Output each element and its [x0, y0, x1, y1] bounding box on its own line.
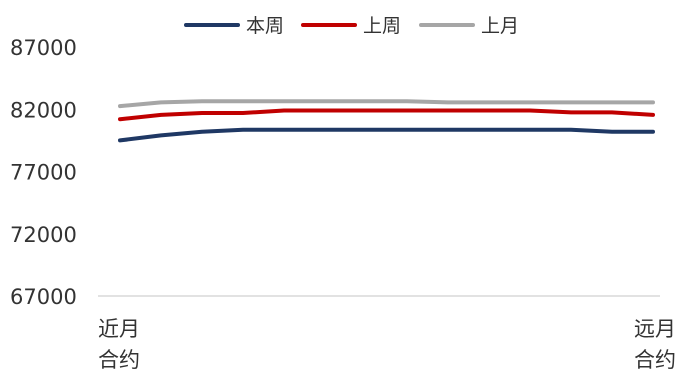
x-tick-label: 合约	[634, 348, 676, 372]
y-tick-label: 77000	[10, 161, 77, 185]
x-tick-label: 远月	[634, 317, 676, 341]
legend: 本周 上周 上月	[184, 15, 519, 37]
series-line-3	[118, 99, 655, 109]
y-tick-label: 82000	[10, 98, 77, 122]
x-tick-label: 近月	[98, 317, 140, 341]
y-tick-label: 72000	[10, 223, 77, 247]
y-tick-label: 67000	[10, 285, 77, 309]
x-tick-label: 合约	[98, 348, 140, 372]
y-axis: 87000 82000 77000 72000 67000	[10, 36, 77, 309]
series-line-1	[118, 127, 655, 143]
legend-label: 上月	[481, 15, 519, 37]
series-line-2	[118, 108, 655, 122]
legend-label: 本周	[246, 15, 284, 37]
legend-label: 上周	[363, 15, 401, 37]
y-tick-label: 87000	[10, 36, 77, 60]
series-lines	[118, 99, 655, 143]
